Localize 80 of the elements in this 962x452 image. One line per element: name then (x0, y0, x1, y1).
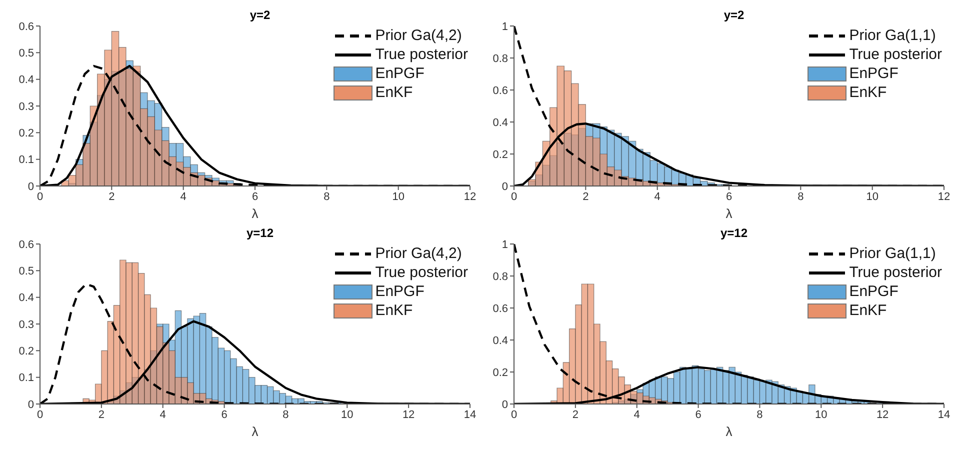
x-tick-label: 8 (756, 408, 763, 421)
y-tick-label: 0.1 (18, 372, 34, 384)
x-tick-label: 10 (392, 190, 404, 203)
y-tick-label: 0.2 (18, 128, 34, 140)
legend-label: EnKF (375, 301, 413, 320)
x-tick-label: 4 (634, 408, 640, 421)
x-tick-label: 4 (160, 408, 166, 421)
legend-label: EnPGF (375, 282, 424, 301)
x-tick-label: 2 (572, 408, 578, 421)
x-tick-label: 10 (815, 408, 828, 421)
x-axis-title: λ (726, 424, 733, 439)
chart-title: y=2 (722, 8, 746, 22)
legend-label: EnKF (375, 83, 413, 102)
x-tick-label: 2 (98, 408, 104, 421)
x-tick-label: 6 (726, 190, 732, 203)
y-tick-label: 0.4 (492, 334, 508, 347)
y-tick-label: 0.3 (18, 100, 34, 113)
y-tick-label: 0.3 (18, 318, 34, 331)
legend-label: True posterior (375, 45, 468, 64)
legend-label: Prior Ga(4,2) (375, 26, 462, 45)
y-tick-label: 0.2 (492, 366, 508, 379)
y-tick-label: 1 (502, 238, 508, 251)
legend-label: EnPGF (849, 64, 898, 83)
y-tick-label: 0.4 (18, 74, 34, 86)
x-tick-label: 10 (866, 190, 878, 203)
x-axis-title: λ (252, 206, 259, 221)
y-tick-label: 0.2 (18, 346, 34, 358)
x-tick-label: 6 (695, 408, 702, 421)
legend-label: EnPGF (375, 64, 424, 83)
x-tick-label: 4 (180, 190, 186, 203)
x-tick-label: 14 (464, 408, 476, 421)
x-axis-title: λ (726, 206, 733, 221)
y-tick-label: 0.8 (492, 52, 508, 65)
x-axis-title: λ (252, 424, 259, 439)
legend-label: EnKF (849, 301, 887, 320)
chart-title: y=2 (248, 8, 272, 22)
y-tick-label: 0.5 (18, 48, 34, 60)
legend-label: True posterior (849, 45, 942, 64)
x-tick-label: 10 (341, 408, 354, 421)
legend-label: Prior Ga(1,1) (849, 244, 936, 263)
x-tick-label: 2 (108, 190, 115, 203)
x-tick-label: 0 (510, 190, 518, 203)
x-tick-label: 2 (582, 190, 589, 203)
chart-title: y=12 (719, 226, 749, 240)
x-tick-label: 12 (402, 408, 415, 421)
y-tick-label: 0.8 (492, 270, 508, 283)
y-tick-label: 0 (28, 180, 34, 193)
y-tick-label: 0.4 (492, 116, 508, 129)
legend-label: True posterior (849, 263, 942, 282)
y-tick-label: 0.4 (18, 292, 34, 304)
legend-label: Prior Ga(4,2) (375, 244, 462, 263)
chart-title: y=12 (245, 226, 275, 240)
legend-label: True posterior (375, 263, 468, 282)
y-tick-label: 0 (28, 398, 34, 411)
x-tick-label: 14 (938, 408, 950, 421)
y-tick-label: 0.1 (18, 154, 34, 166)
x-tick-label: 0 (36, 190, 44, 203)
y-tick-label: 0.6 (18, 20, 34, 33)
y-tick-label: 0.2 (492, 148, 508, 161)
legend-label: EnPGF (849, 282, 898, 301)
legend-label: Prior Ga(1,1) (849, 26, 936, 45)
y-tick-label: 0.5 (18, 266, 34, 278)
x-tick-label: 6 (221, 408, 228, 421)
legend-label: EnKF (849, 83, 887, 102)
y-tick-label: 0 (502, 180, 508, 193)
y-tick-label: 0.6 (492, 84, 508, 97)
x-tick-label: 12 (876, 408, 889, 421)
x-tick-label: 0 (36, 408, 44, 421)
x-tick-label: 8 (798, 190, 804, 203)
y-tick-label: 0 (502, 398, 508, 411)
y-tick-label: 1 (502, 20, 508, 33)
x-tick-label: 8 (324, 190, 330, 203)
x-tick-label: 6 (252, 190, 258, 203)
x-tick-label: 12 (464, 190, 476, 203)
x-tick-label: 0 (510, 408, 518, 421)
x-tick-label: 12 (938, 190, 950, 203)
y-tick-label: 0.6 (492, 302, 508, 315)
y-tick-label: 0.6 (18, 238, 34, 251)
x-tick-label: 4 (654, 190, 660, 203)
x-tick-label: 8 (282, 408, 289, 421)
